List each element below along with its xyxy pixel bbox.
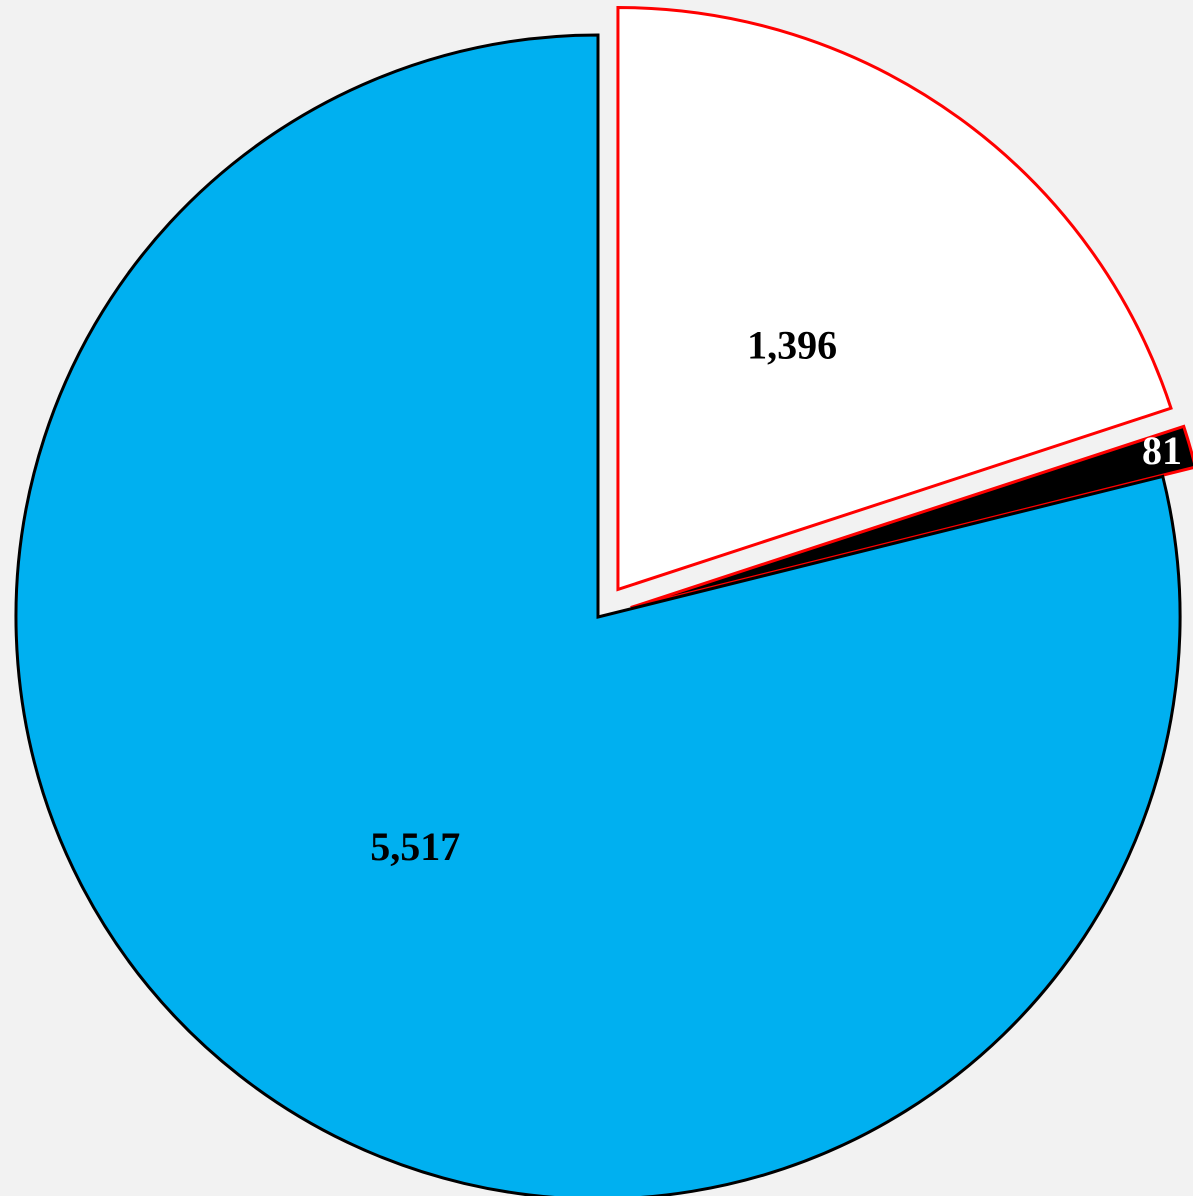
data-label: 1,396 [747,322,837,367]
pie-slice [630,424,1193,610]
data-label: 5,517 [370,824,460,869]
pie-slice [616,5,1173,592]
pie-slice [14,33,1182,1196]
data-label: 81 [1142,428,1182,473]
